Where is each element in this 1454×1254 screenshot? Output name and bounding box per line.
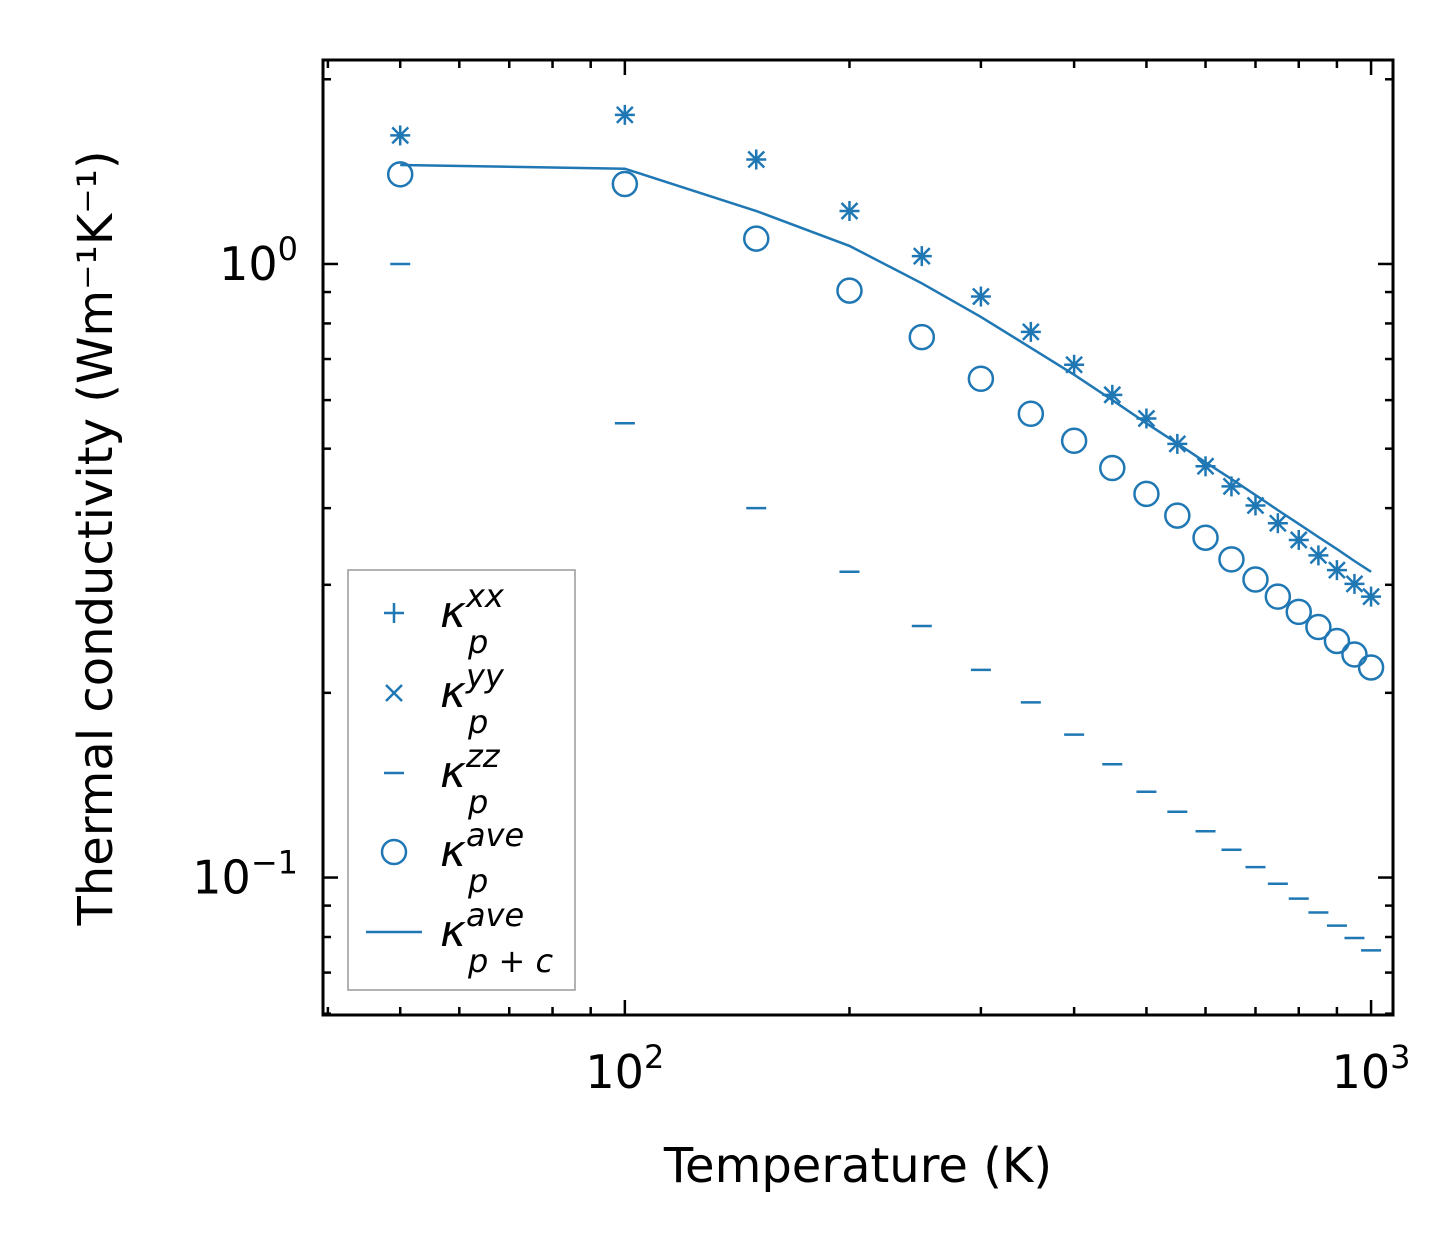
ave-point xyxy=(1323,627,1351,655)
yy-point xyxy=(1268,514,1287,533)
series-pc xyxy=(400,163,1372,573)
legend-label-1: κxx p xyxy=(440,577,505,661)
legend-x-symbol xyxy=(385,684,403,702)
x-stroke-b xyxy=(385,684,403,702)
x-stroke-b xyxy=(1289,531,1308,549)
series-xx xyxy=(390,104,1382,607)
x-stroke-b xyxy=(972,287,990,306)
ave-point xyxy=(1242,566,1269,593)
x-stroke-b xyxy=(747,150,766,169)
ave-point xyxy=(743,225,770,252)
x-stroke-b xyxy=(391,126,410,145)
ave-point xyxy=(1218,546,1245,573)
yy-point xyxy=(1137,409,1156,428)
x-stroke-b xyxy=(1222,477,1241,496)
legend-label-5: κave p + c xyxy=(440,896,553,980)
legend-label-4: κave p xyxy=(440,816,524,900)
ave-point xyxy=(1099,454,1126,482)
ave-point xyxy=(1060,427,1088,455)
pc-line xyxy=(400,163,1372,573)
ave-point xyxy=(1264,583,1292,610)
x-stroke-b xyxy=(1345,575,1364,593)
ave-point xyxy=(1164,502,1191,529)
legend-plus-symbol xyxy=(384,603,404,623)
yy-point xyxy=(391,126,410,145)
legend-label-3: κzz p xyxy=(440,737,501,821)
legend-label-2: κyy p xyxy=(440,657,505,741)
x-stroke-b xyxy=(615,105,634,124)
yy-point xyxy=(1021,323,1040,341)
yy-point xyxy=(1103,385,1122,404)
yy-point xyxy=(1309,546,1328,565)
yy-point xyxy=(1289,531,1308,549)
legend-box xyxy=(347,569,576,991)
yy-point xyxy=(615,105,634,124)
x-stroke-b xyxy=(1196,457,1215,476)
x-stroke-b xyxy=(1362,587,1380,606)
x-tick-label: 103 xyxy=(1332,1038,1411,1099)
series-ave xyxy=(386,161,1385,681)
ave-point xyxy=(1305,613,1332,641)
ave-point xyxy=(908,323,936,351)
x-tick-label: 102 xyxy=(585,1038,664,1099)
ave-point xyxy=(386,161,414,188)
plot-frame xyxy=(321,58,1395,1017)
yy-point xyxy=(1362,587,1380,606)
ave-point xyxy=(836,277,863,304)
yy-point xyxy=(1222,477,1241,496)
yy-point xyxy=(972,287,990,306)
x-stroke-b xyxy=(1268,514,1287,533)
series-yy xyxy=(391,105,1380,606)
y-tick-label: 10−1 xyxy=(192,844,298,905)
ave-point xyxy=(1357,654,1385,681)
yy-point xyxy=(840,202,859,220)
series-zz xyxy=(390,262,1382,952)
ave-point xyxy=(611,170,639,198)
y-tick-label: 100 xyxy=(219,230,298,291)
x-stroke-b xyxy=(1328,561,1346,579)
yy-point xyxy=(912,247,931,265)
x-axis-label: Temperature (K) xyxy=(663,1138,1052,1194)
yy-point xyxy=(1196,457,1215,476)
ave-point xyxy=(1341,641,1368,668)
yy-point xyxy=(1328,561,1346,579)
x-stroke-b xyxy=(912,247,931,265)
x-stroke-b xyxy=(1021,323,1040,341)
x-stroke-b xyxy=(1309,546,1328,565)
yy-point xyxy=(747,150,766,169)
legend-circle-symbol xyxy=(380,838,408,866)
ave-point xyxy=(1192,524,1219,551)
ave-point xyxy=(1285,598,1313,626)
x-stroke-b xyxy=(1103,385,1122,404)
x-stroke-b xyxy=(840,202,859,220)
ave-point xyxy=(1133,480,1160,508)
ave-point xyxy=(1017,400,1045,428)
x-tick-labels: 102 103 xyxy=(585,1038,1410,1099)
major-ticks xyxy=(323,60,1393,1015)
x-stroke-b xyxy=(1137,409,1156,428)
y-tick-labels: 10−1 100 xyxy=(192,230,298,905)
yy-point xyxy=(1345,575,1364,593)
y-axis-label: Thermal conductivity (Wm⁻¹K⁻¹) xyxy=(68,150,124,926)
ave-point xyxy=(967,365,995,393)
